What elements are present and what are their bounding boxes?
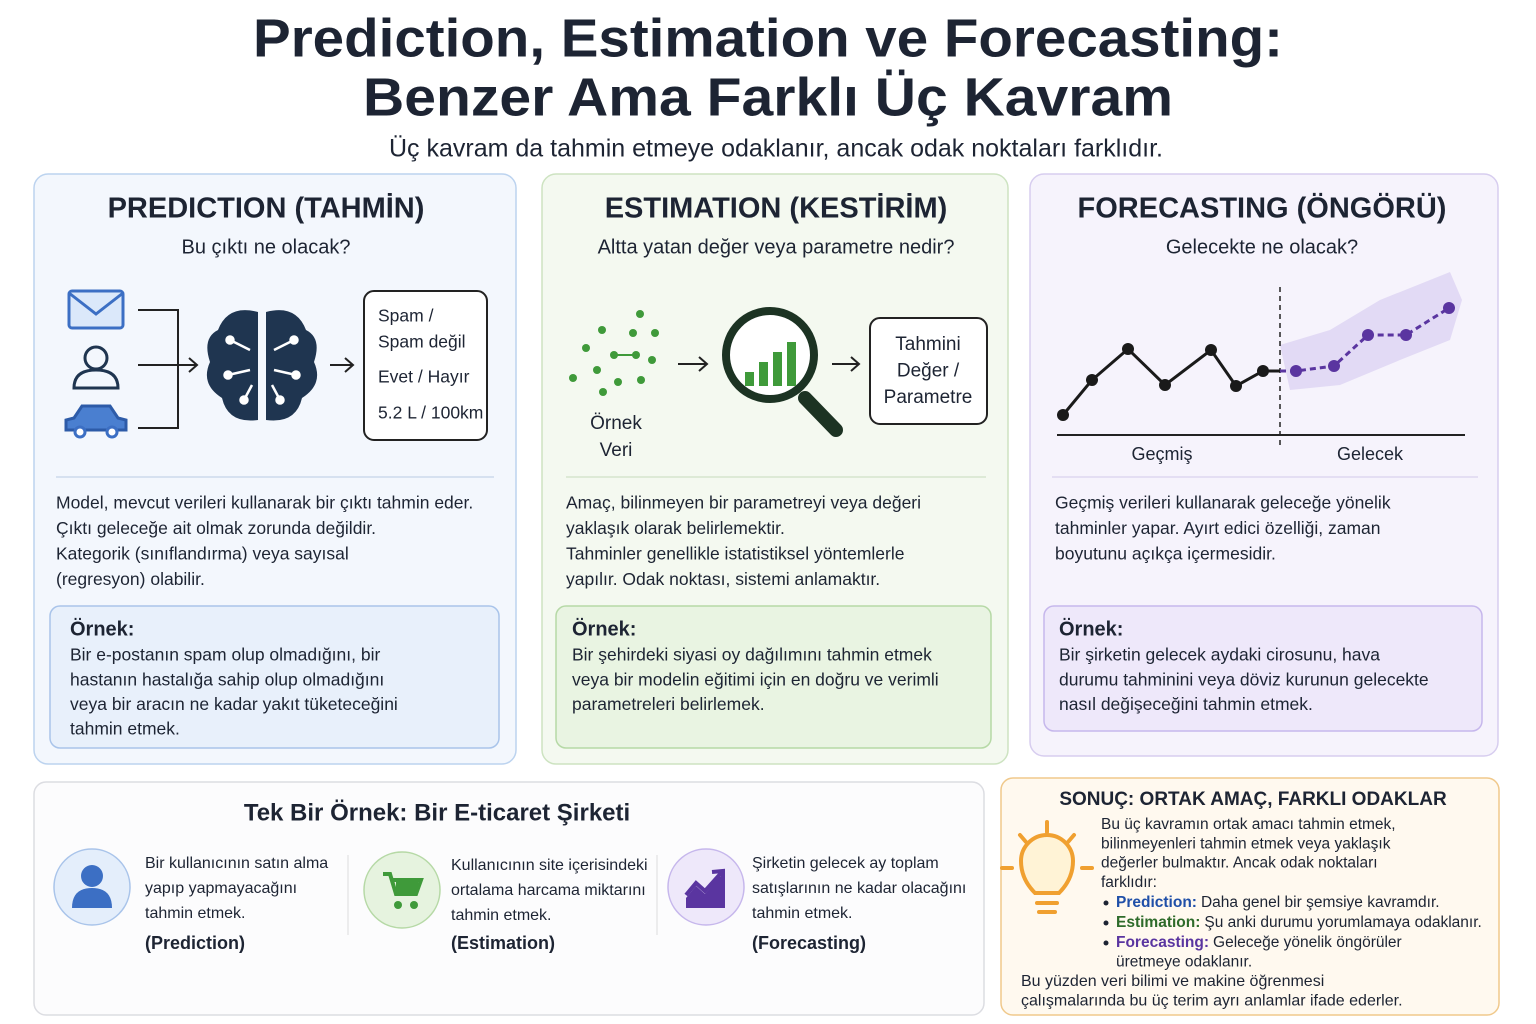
input-icons: [64, 289, 128, 439]
example-text: durumu tahminini veya döviz kurunun gele…: [1059, 669, 1429, 689]
example-section: [33, 781, 985, 1016]
subtitle: Üç kavram da tahmin etmeye odaklanır, an…: [389, 135, 1163, 163]
description: Kategorik (sınıflandırma) veya sayısal: [56, 544, 349, 564]
example-text: nasıl değişeceğini tahmin etmek.: [1059, 694, 1313, 714]
example-text: veya bir modelin eğitimi için en doğru v…: [572, 669, 939, 689]
forecast-illustration: [1057, 272, 1465, 448]
magnifier-icon: [722, 307, 843, 437]
bulb-icon: [1000, 820, 1094, 914]
item-text: ortalama harcama miktarını: [451, 882, 646, 899]
item-tag: (Estimation): [451, 933, 555, 953]
conclusion-text: değerler bulmaktır. Ancak odak noktaları: [1101, 855, 1378, 872]
brain-icon: [206, 310, 318, 421]
card-title: FORECASTING (ÖNGÖRÜ): [1078, 192, 1447, 225]
example-text: Bir şirketin gelecek aydaki cirosunu, ha…: [1059, 645, 1380, 665]
output-label: Spam değil: [378, 332, 466, 352]
description: Model, mevcut verileri kullanarak bir çı…: [56, 493, 473, 513]
arrows: [138, 309, 861, 429]
bullet-term: Estimation:: [1116, 914, 1200, 931]
output-box: [869, 317, 988, 425]
example-label: Örnek:: [1059, 617, 1123, 640]
conclusion-text: bilinmeyenleri tahmin etmek veya yaklaşı…: [1101, 835, 1391, 852]
item-tag: (Forecasting): [752, 933, 866, 953]
description: boyutunu açıkça içermesidir.: [1055, 544, 1276, 564]
description: Çıktı geleceğe ait olmak zorunda değildi…: [56, 518, 376, 538]
example-text: hastanın hastalığa sahip olup olmadığını: [70, 669, 384, 689]
description: (regresyon) olabilir.: [56, 569, 205, 589]
card-title: ESTIMATION (KESTİRİM): [605, 193, 948, 225]
item-text: Kullanıcının site içerisindeki: [451, 857, 648, 874]
output-label: Parametre: [884, 387, 973, 408]
conclusion-text: Bu yüzden veri bilimi ve makine öğrenmes…: [1021, 973, 1324, 990]
output-label: Tahmini: [895, 334, 960, 355]
title: Prediction, Estimation ve Forecasting:: [253, 8, 1283, 68]
bullet-body: Daha genel bir şemsiye kavramdır.: [1201, 894, 1440, 911]
description: Tahminler genellikle istatistiksel yönte…: [566, 544, 904, 564]
output-label: Spam /: [378, 306, 434, 326]
output-label: Evet / Hayır: [378, 367, 470, 387]
bullet: [1103, 920, 1109, 926]
example-text: tahmin etmek.: [70, 719, 180, 739]
example-text: Bir şehirdeki siyasi oy dağılımını tahmi…: [572, 645, 932, 665]
conclusion-title: SONUÇ: ORTAK AMAÇ, FARKLI ODAKLAR: [1059, 789, 1447, 810]
bullet-term: Prediction:: [1116, 894, 1197, 911]
bullet-body: Geleceğe yönelik öngörüler: [1213, 934, 1402, 951]
example-box: [1043, 605, 1483, 732]
output-label: Değer /: [897, 361, 960, 382]
example-text: Bir e-postanın spam olup olmadığını, bir: [70, 645, 380, 665]
description: tahminler yapar. Ayırt edici özelliği, z…: [1055, 518, 1381, 538]
card-question: Bu çıktı ne olacak?: [182, 236, 351, 258]
description: yaklaşık olarak belirlemektir.: [566, 518, 785, 538]
item-icons: [53, 848, 745, 935]
item-text: satışlarının ne kadar olacağını: [752, 880, 966, 897]
card-title: PREDICTION (TAHMİN): [108, 193, 425, 225]
input-label: Örnek: [590, 413, 642, 434]
conclusion-text: Bu üç kavramın ortak amacı tahmin etmek,: [1101, 816, 1396, 833]
output-box: [363, 290, 488, 441]
item-tag: (Prediction): [145, 933, 245, 953]
example-label: Örnek:: [70, 617, 134, 640]
bullet-text: Forecasting: Geleceğe yönelik öngörüler: [1116, 934, 1402, 951]
bullet-text: Estimation: Şu anki durumu yorumlamaya od…: [1116, 914, 1482, 931]
output-label: 5.2 L / 100km: [378, 403, 483, 423]
bullet-term: Forecasting:: [1116, 934, 1209, 951]
conclusion-box: [1000, 777, 1500, 1016]
example-box: [49, 605, 500, 749]
input-label: Veri: [600, 440, 633, 461]
example-text: parametreleri belirlemek.: [572, 694, 765, 714]
section-title: Tek Bir Örnek: Bir E-ticaret Şirketi: [244, 799, 630, 826]
sample-dots: [569, 310, 659, 396]
item-text: tahmin etmek.: [145, 905, 245, 922]
item-text: Şirketin gelecek ay toplam: [752, 855, 939, 872]
bullet: [1103, 940, 1109, 946]
example-box: [555, 605, 992, 749]
conclusion-text: farklıdır:: [1101, 874, 1157, 891]
example-label: Örnek:: [572, 617, 636, 640]
item-text: yapıp yapmayacağını: [145, 880, 297, 897]
item-text: Bir kullanıcının satın alma: [145, 855, 328, 872]
card-question: Altta yatan değer veya parametre nedir?: [598, 236, 955, 258]
example-text: veya bir aracın ne kadar yakıt tüketeceğ…: [70, 694, 398, 714]
bullet-text: üretmeye odaklanır.: [1116, 954, 1252, 971]
item-text: tahmin etmek.: [752, 905, 852, 922]
description: yapılır. Odak noktası, sistemi anlamaktı…: [566, 569, 880, 589]
description: Geçmiş verileri kullanarak geleceğe yöne…: [1055, 493, 1391, 513]
axis-label: Gelecek: [1337, 444, 1404, 464]
conclusion-text: çalışmalarında bu üç terim ayrı anlamlar…: [1021, 993, 1403, 1010]
bullet-body: Şu anki durumu yorumlamaya odaklanır.: [1204, 914, 1481, 931]
item-text: tahmin etmek.: [451, 907, 551, 924]
description: Amaç, bilinmeyen bir parametreyi veya de…: [566, 493, 921, 513]
bullet-text: Prediction: Daha genel bir şemsiye kavram…: [1116, 894, 1440, 911]
title: Benzer Ama Farklı Üç Kavram: [363, 67, 1173, 127]
card-question: Gelecekte ne olacak?: [1166, 236, 1358, 258]
axis-label: Geçmiş: [1131, 444, 1192, 464]
bullet: [1103, 900, 1109, 906]
